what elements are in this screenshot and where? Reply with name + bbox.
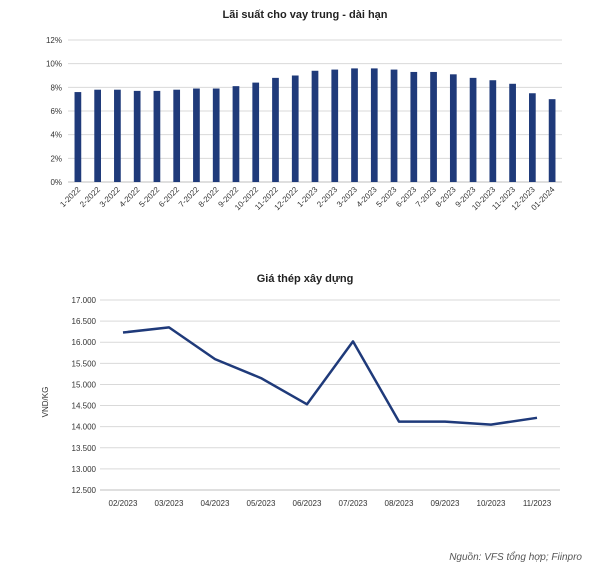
line-chart-y-tick-label: 17.000 [72, 296, 97, 305]
line-chart-x-tick-label: 06/2023 [293, 499, 322, 508]
line-chart-x-tick-label: 03/2023 [155, 499, 184, 508]
line-chart-y-tick-label: 16.000 [72, 338, 97, 347]
bar-chart-y-tick-label: 2% [50, 154, 62, 163]
bar-2-2023 [331, 69, 339, 182]
line-chart-gridlines [100, 299, 560, 491]
line-chart-series-line [122, 326, 538, 426]
bar-chart-x-tick-label: 8-2023 [434, 185, 458, 209]
line-chart-y-tick-label: 13.000 [72, 465, 97, 474]
bar-4-2023 [370, 68, 378, 182]
bar-chart-x-tick-label: 5-2022 [137, 185, 161, 209]
line-chart-y-axis-label: VND/KG [41, 387, 50, 418]
bar-chart-title: Lãi suất cho vay trung - dài hạn [222, 9, 387, 21]
bar-chart-x-tick-label: 1-2023 [295, 185, 319, 209]
line-chart-y-tick-label: 15.000 [72, 380, 97, 389]
bar-chart-y-tick-label: 12% [46, 36, 62, 45]
line-chart-x-tick-label: 04/2023 [201, 499, 230, 508]
line-chart-y-tick-label: 13.500 [72, 444, 97, 453]
line-chart-y-tick-label: 14.000 [72, 423, 97, 432]
bar-7-2023 [430, 71, 437, 182]
bar-chart-x-tick-label: 7-2023 [414, 185, 438, 209]
bar-3-2023 [351, 68, 358, 182]
bar-chart-x-tick-label: 5-2023 [374, 185, 398, 209]
bar-6-2022 [173, 89, 181, 182]
line-chart-x-tick-label: 10/2023 [477, 499, 506, 508]
line-chart-x-ticks: 02/2023 03/2023 04/2023 05/2023 06/2023 07/20… [109, 499, 552, 508]
bar-chart-x-tick-label: 8-2022 [197, 185, 221, 209]
line-chart-x-tick-label: 02/2023 [109, 499, 138, 508]
bar-11-2023 [509, 83, 516, 182]
bar-01-2024 [548, 99, 556, 182]
bar-chart-x-tick-label: 4-2022 [118, 185, 142, 209]
bar-chart-y-tick-label: 0% [50, 178, 62, 187]
source-note: Nguồn: VFS tổng hợp; Fiinpro [449, 552, 582, 563]
line-chart-x-tick-label: 08/2023 [385, 499, 414, 508]
line-chart-y-tick-label: 16.500 [72, 317, 97, 326]
bar-chart-y-tick-label: 8% [50, 83, 62, 92]
bar-5-2023 [390, 69, 398, 182]
bar-4-2022 [133, 90, 141, 182]
bar-8-2023 [449, 74, 457, 182]
bar-chart-x-tick-label: 2-2022 [78, 185, 102, 209]
bar-12-2023 [529, 93, 536, 182]
steel-price-line-chart: Giá thép xây dựng VND/KG 12.500 13.000 13.… [41, 273, 560, 508]
bar-chart-y-ticks: 0% 2% 4% 6% 8% 10% 12% [46, 36, 62, 187]
line-chart-y-tick-label: 12.500 [72, 486, 97, 495]
line-chart-x-tick-label: 05/2023 [247, 499, 276, 508]
bar-chart-x-tick-label: 6-2022 [157, 185, 181, 209]
line-chart-x-tick-label: 09/2023 [431, 499, 460, 508]
interest-rate-bar-chart: Lãi suất cho vay trung - dài hạn 0% 2% 4% 6… [46, 9, 562, 213]
bar-12-2022 [291, 75, 299, 182]
bar-chart-x-tick-label: 7-2022 [177, 185, 201, 209]
bar-1-2022 [74, 92, 82, 182]
bar-11-2022 [272, 77, 279, 182]
line-chart-y-tick-label: 14.500 [72, 402, 97, 411]
bar-10-2023 [489, 80, 497, 182]
bar-7-2022 [193, 88, 200, 182]
bar-chart-y-tick-label: 6% [50, 107, 62, 116]
bar-chart-y-tick-label: 4% [50, 131, 62, 140]
bar-1-2023 [311, 70, 319, 182]
bar-8-2022 [212, 88, 220, 182]
bar-chart-bars [74, 68, 556, 182]
bar-9-2022 [232, 86, 240, 182]
bar-5-2022 [153, 90, 161, 182]
line-chart-x-tick-label: 07/2023 [339, 499, 368, 508]
line-chart-title: Giá thép xây dựng [257, 273, 354, 285]
bar-chart-x-tick-label: 3-2023 [335, 185, 359, 209]
bar-3-2022 [114, 89, 121, 182]
line-chart-y-tick-label: 15.500 [72, 359, 97, 368]
bar-chart-x-tick-label: 3-2022 [98, 185, 122, 209]
bar-2-2022 [94, 89, 101, 182]
bar-chart-x-tick-label: 6-2023 [394, 185, 418, 209]
bar-chart-x-tick-label: 4-2023 [355, 185, 379, 209]
bar-chart-x-ticks: 1-20222-20223-20224-20225-20226-20227-20… [58, 185, 557, 213]
line-chart-y-ticks: 12.500 13.000 13.500 14.000 14.500 15.000 15.5… [72, 296, 97, 495]
bar-chart-x-tick-label: 2-2023 [315, 185, 339, 209]
bar-chart-x-tick-label: 1-2022 [58, 185, 82, 209]
bar-6-2023 [410, 71, 418, 182]
bar-chart-y-tick-label: 10% [46, 60, 62, 69]
line-chart-x-tick-label: 11/2023 [523, 499, 552, 508]
bar-10-2022 [252, 82, 260, 182]
bar-9-2023 [469, 77, 477, 182]
